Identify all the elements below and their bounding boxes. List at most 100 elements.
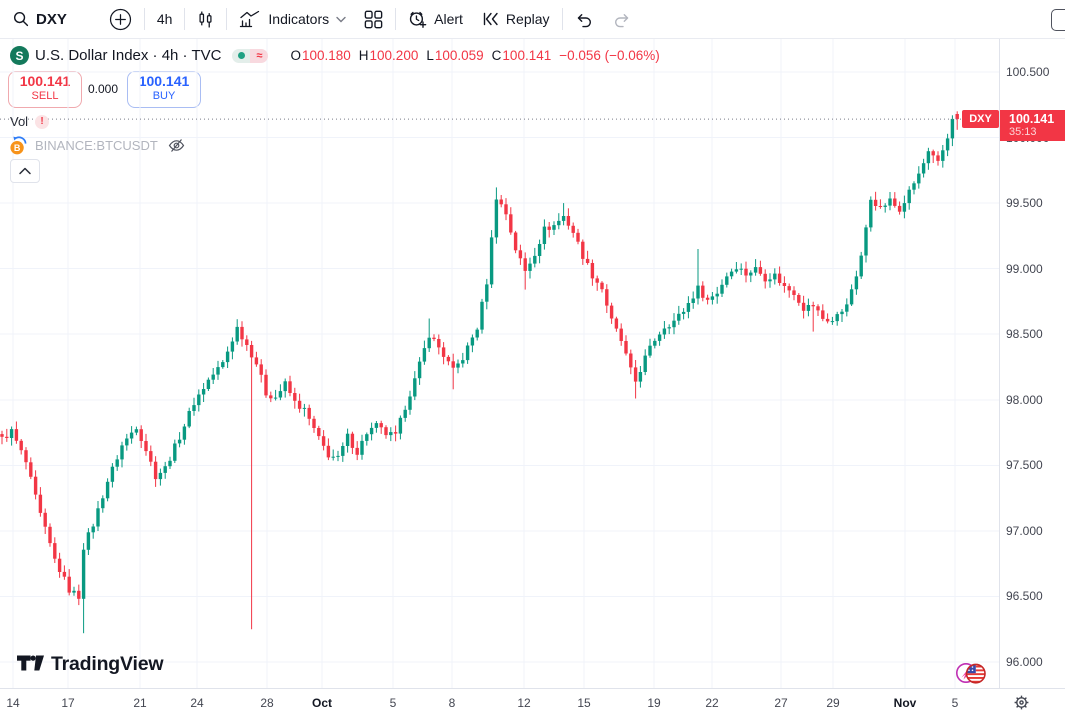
volume-study-row[interactable]: Vol ! (10, 114, 50, 129)
last-price-axis-label: 100.141 35:13 (1000, 110, 1065, 141)
open-label: O (290, 48, 301, 63)
panel-toggle-icon[interactable] (1051, 9, 1065, 31)
time-axis-label: 24 (190, 696, 204, 710)
bar-countdown: 35:13 (1009, 126, 1037, 138)
symbol-name: DXY (36, 10, 67, 28)
chart-legend: S U.S. Dollar Index · 4h · TVC ≈ O 100.18… (10, 46, 660, 65)
time-axis-label: 5 (389, 696, 397, 710)
undo-button[interactable] (566, 4, 603, 34)
indicators-button[interactable]: Indicators (230, 4, 355, 34)
time-axis-label: 14 (6, 696, 20, 710)
btcusdt-icon: B (8, 136, 29, 155)
chart-style-button[interactable] (188, 4, 223, 34)
timezone-settings-button[interactable] (1013, 694, 1030, 711)
low-label: L (426, 48, 434, 63)
symbol-search-button[interactable]: DXY (0, 4, 76, 34)
delayed-data-icon[interactable]: ≈ (250, 48, 269, 63)
toolbar-separator (561, 8, 563, 30)
price-axis-label: 100.500 (1006, 65, 1050, 79)
candlestick-chart[interactable] (0, 38, 999, 688)
plus-circle-icon (109, 8, 132, 31)
time-axis-label: 28 (260, 696, 274, 710)
time-scale[interactable]: 14 17 21 24 28 Oct 5 8 12 15 19 22 27 29 Nov 5 (0, 688, 1065, 720)
price-axis-label: 97.000 (1006, 523, 1043, 538)
economic-event-us-flag-icon[interactable] (955, 660, 986, 687)
replay-label: Replay (505, 11, 550, 27)
volume-warning-icon[interactable]: ! (35, 114, 50, 129)
svg-text:B: B (14, 143, 21, 153)
toolbar-separator (143, 8, 145, 30)
create-alert-button[interactable]: Alert (399, 4, 472, 34)
indicators-label: Indicators (268, 11, 330, 27)
price-axis-border (999, 38, 1000, 720)
alert-clock-plus-icon (408, 10, 427, 29)
time-axis-label: Nov (893, 696, 917, 710)
toolbar-separator (226, 8, 228, 30)
collapse-panel-button[interactable] (10, 159, 40, 183)
time-axis-label: 5 (951, 696, 959, 710)
toolbar-separator (184, 8, 186, 30)
last-price-symbol-badge: DXY (962, 110, 999, 128)
time-axis-label: 29 (826, 696, 840, 710)
price-axis-label: 97.500 (1006, 458, 1043, 473)
indicators-icon (239, 10, 261, 28)
high-value: 100.200 (369, 48, 419, 63)
price-axis-label: 99.500 (1006, 196, 1043, 211)
undo-icon (575, 11, 594, 28)
chevron-down-icon (336, 16, 346, 23)
volume-label: Vol (10, 114, 29, 129)
tradingview-logo-icon (17, 655, 44, 671)
market-status-icon[interactable] (232, 48, 251, 63)
open-value: 100.180 (301, 48, 351, 63)
tradingview-logo-text: TradingView (51, 652, 164, 675)
sell-button[interactable]: 100.141 SELL (8, 71, 82, 108)
spread-value: 0.000 (87, 82, 119, 96)
time-axis-label: 12 (517, 696, 531, 710)
interval-label: 4h (156, 11, 173, 27)
search-icon (13, 11, 29, 27)
close-value: 100.141 (502, 48, 552, 63)
time-axis-label: 17 (61, 696, 75, 710)
hidden-symbol-label: BINANCE:BTCUSDT (35, 138, 158, 153)
legend-title[interactable]: U.S. Dollar Index · 4h · TVC (35, 47, 222, 64)
grid-layout-icon (364, 10, 383, 29)
price-axis-label: 98.500 (1006, 327, 1043, 342)
time-axis-label: 27 (774, 696, 788, 710)
time-axis-label: 8 (448, 696, 456, 710)
eye-hidden-icon[interactable] (168, 138, 185, 153)
last-price-value: 100.141 (1009, 112, 1055, 126)
sell-label: SELL (31, 90, 59, 102)
tradingview-logo[interactable]: TradingView (17, 652, 164, 676)
buy-label: BUY (152, 90, 176, 102)
redo-button[interactable] (603, 4, 640, 34)
source-logo[interactable]: S (10, 46, 29, 65)
chevron-up-icon (19, 167, 31, 175)
price-axis-label: 98.000 (1006, 392, 1043, 407)
replay-rewind-icon (481, 11, 499, 27)
price-axis-label: 96.500 (1006, 589, 1043, 604)
sell-price: 100.141 (19, 73, 71, 89)
interval-button[interactable]: 4h (148, 4, 182, 34)
toolbar-separator (395, 8, 397, 30)
top-toolbar: DXY 4h Indicators (0, 0, 1065, 39)
hidden-symbol-row[interactable]: B BINANCE:BTCUSDT (8, 136, 185, 155)
time-axis-label: 15 (577, 696, 591, 710)
ohlc-values: O 100.180 H 100.200 L 100.059 C 100.141 −0.0… (282, 48, 659, 63)
gear-icon (1014, 695, 1029, 710)
data-status-pills: ≈ (232, 48, 269, 63)
price-axis-label: 96.000 (1006, 654, 1043, 669)
redo-icon (612, 11, 631, 28)
buy-price: 100.141 (138, 73, 190, 89)
close-label: C (491, 48, 502, 63)
time-axis-label: 19 (647, 696, 661, 710)
buy-button[interactable]: 100.141 BUY (127, 71, 201, 108)
low-value: 100.059 (434, 48, 484, 63)
candlestick-style-icon (197, 11, 214, 28)
replay-button[interactable]: Replay (472, 4, 559, 34)
time-axis-label: Oct (311, 696, 333, 710)
layout-templates-button[interactable] (355, 4, 392, 34)
compare-add-symbol-button[interactable] (100, 4, 141, 34)
high-label: H (358, 48, 369, 63)
time-axis-label: 21 (133, 696, 147, 710)
